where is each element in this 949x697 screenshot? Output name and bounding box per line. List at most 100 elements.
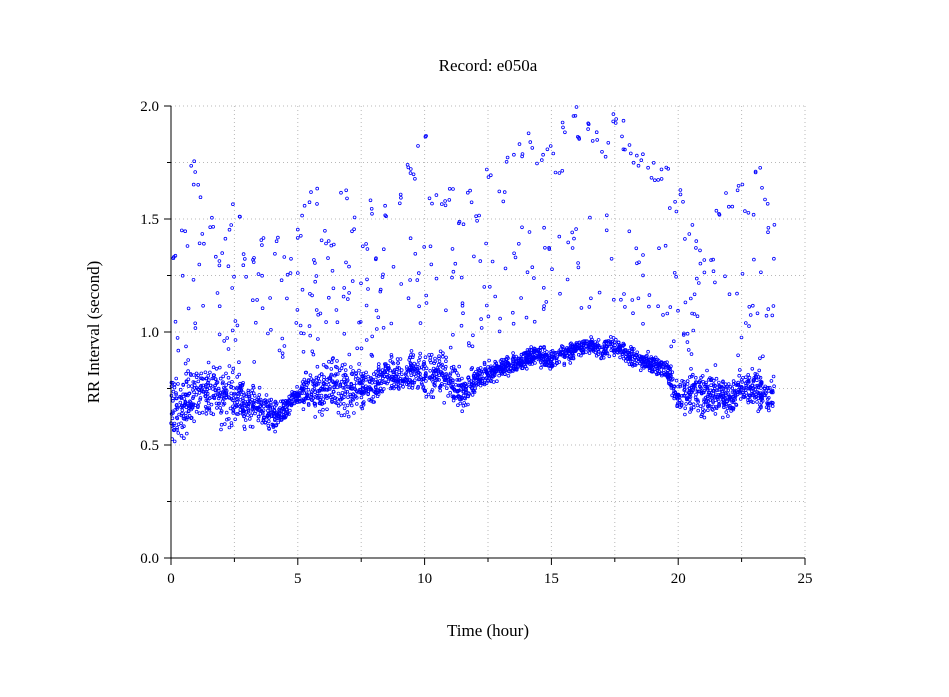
outlier-point: [300, 213, 304, 218]
data-point: [264, 393, 269, 397]
data-point: [199, 371, 204, 376]
outlier-point: [220, 251, 225, 255]
outlier-point: [345, 196, 349, 201]
data-point: [366, 287, 370, 291]
data-point: [361, 402, 366, 407]
data-point: [513, 255, 518, 260]
data-point: [230, 370, 235, 375]
data-point: [189, 373, 193, 377]
data-point: [476, 379, 481, 384]
data-point: [638, 368, 643, 373]
data-point: [482, 285, 487, 289]
data-point: [676, 401, 680, 405]
outlier-point: [192, 159, 197, 164]
data-point: [721, 401, 725, 405]
data-point: [565, 353, 569, 358]
data-point: [175, 415, 179, 420]
data-point: [209, 402, 214, 407]
data-point: [685, 379, 690, 383]
data-point: [320, 387, 325, 392]
data-point: [437, 359, 442, 364]
data-point: [450, 247, 455, 251]
data-point: [280, 351, 285, 356]
data-point: [422, 245, 427, 249]
data-point: [369, 387, 374, 392]
data-point: [734, 403, 739, 407]
data-point: [482, 360, 487, 365]
data-point: [197, 411, 202, 416]
data-point: [748, 398, 752, 402]
data-point: [479, 326, 484, 330]
data-point: [647, 361, 652, 366]
outlier-point: [399, 196, 403, 200]
data-point: [718, 392, 722, 397]
data-point: [378, 289, 383, 294]
data-point: [306, 403, 311, 407]
data-point: [463, 387, 468, 391]
data-point: [646, 357, 651, 362]
data-point: [588, 340, 593, 345]
data-point: [683, 412, 687, 417]
data-point: [390, 374, 394, 379]
data-point: [350, 279, 355, 283]
data-point: [539, 365, 543, 370]
data-point: [178, 400, 183, 405]
data-point: [536, 357, 541, 362]
data-point: [322, 400, 327, 405]
data-point: [448, 373, 452, 377]
data-point: [758, 375, 763, 380]
data-point: [246, 413, 250, 417]
data-point: [526, 355, 531, 359]
data-point: [726, 414, 730, 418]
data-point: [182, 417, 187, 421]
data-point: [308, 333, 313, 338]
data-point: [390, 360, 395, 365]
outlier-point: [288, 271, 293, 275]
data-point: [227, 395, 231, 399]
data-point: [392, 370, 396, 375]
outlier-point: [656, 178, 660, 182]
data-point: [511, 321, 516, 326]
data-point: [291, 398, 296, 402]
data-point: [386, 364, 391, 368]
data-point: [641, 273, 645, 278]
outlier-point: [180, 228, 184, 233]
outlier-point: [259, 238, 264, 242]
data-point: [232, 391, 237, 396]
x-tick-label: 10: [417, 571, 432, 587]
data-point: [512, 251, 516, 256]
data-point: [339, 413, 344, 418]
data-point: [184, 379, 189, 384]
data-point: [713, 412, 718, 416]
data-point: [771, 304, 776, 308]
data-point: [442, 382, 447, 387]
outlier-point: [690, 223, 695, 227]
data-point: [705, 384, 710, 389]
data-point: [484, 370, 489, 375]
data-point: [612, 345, 617, 350]
outlier-point: [709, 258, 713, 262]
data-point: [444, 372, 449, 376]
data-point: [282, 344, 287, 348]
data-point: [459, 275, 464, 280]
data-point: [287, 398, 291, 402]
data-point: [329, 372, 334, 377]
data-point: [465, 394, 470, 399]
outlier-point: [600, 150, 604, 154]
data-point: [413, 378, 417, 383]
chart-title: Record: e050a: [439, 56, 538, 75]
data-point: [689, 366, 693, 371]
data-point: [684, 397, 689, 402]
data-point: [625, 356, 629, 361]
data-point: [727, 396, 731, 401]
data-point: [383, 370, 388, 375]
data-point: [437, 354, 441, 359]
data-point: [310, 349, 315, 354]
outlier-point: [229, 223, 234, 227]
data-point: [621, 356, 626, 361]
data-point: [707, 377, 711, 382]
data-point: [217, 388, 221, 393]
data-point: [726, 382, 731, 386]
data-point: [711, 257, 715, 262]
data-point: [595, 344, 600, 349]
